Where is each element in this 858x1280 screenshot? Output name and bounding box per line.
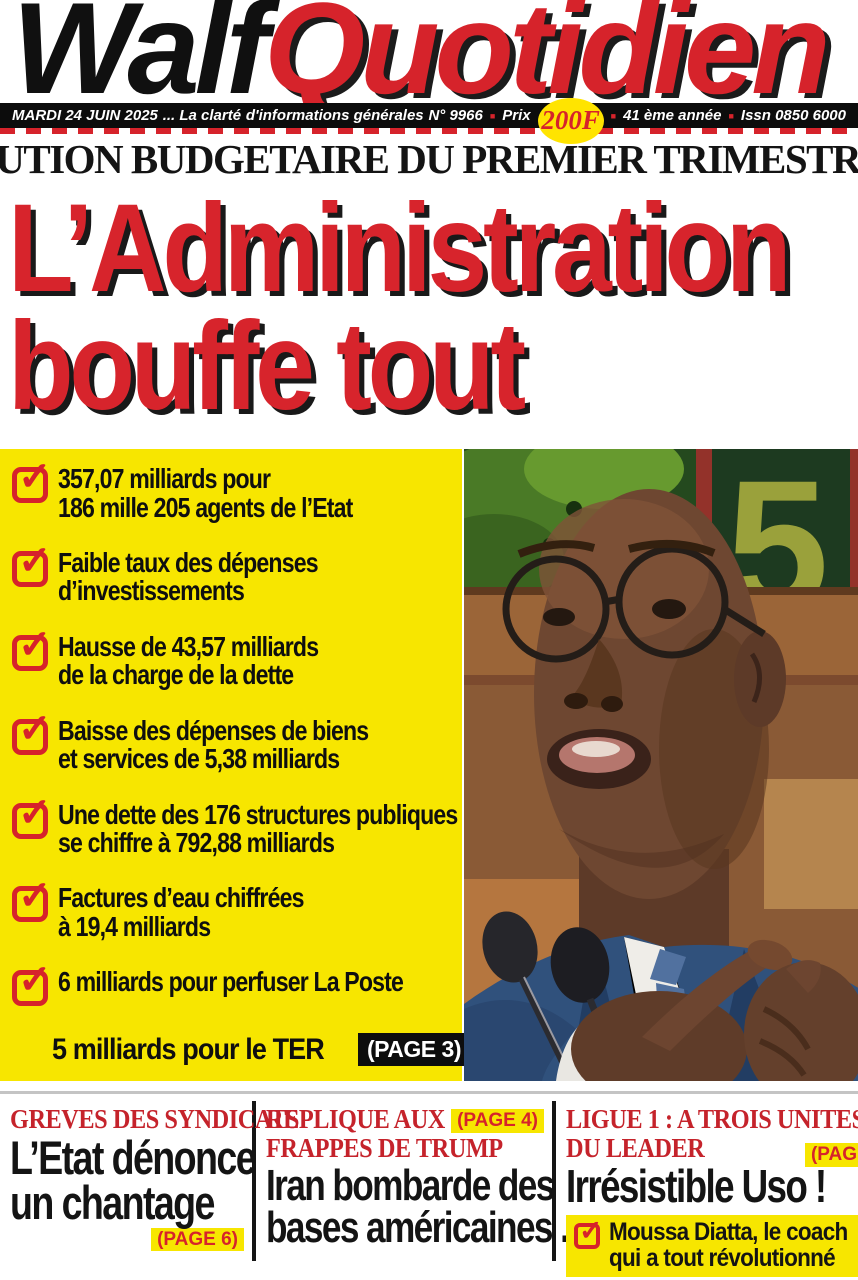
hands [571,939,858,1081]
top-story-kicker: EXECUTION BUDGETAIRE DU PREMIER TRIMESTR… [0,134,858,184]
logo-quotidien: Quotidien [264,0,831,121]
article-headline: un chantage [10,1175,215,1229]
sub-story-text: Moussa Diatta, le coach [609,1218,848,1246]
headline-line-2: bouffe tout [8,296,526,436]
kicker-text: REPLIQUE AUX [266,1104,445,1134]
check-icon: ✓ [574,1217,602,1249]
list-item: ✓ Une dette des 176 structures publiques… [12,793,458,858]
feature-section: ✓ 357,07 milliards pour 186 mille 205 ag… [0,449,858,1081]
red-dashed-divider [0,128,858,134]
check-icon: ✓ [12,793,52,839]
bottom-strip: GREVES DES SYNDICATS L’Etat dénonce un c… [0,1091,858,1277]
article-headline: Irrésistible Uso ! [566,1160,827,1213]
check-icon: ✓ [12,960,52,1007]
photo-illustration: 5 [464,449,858,1081]
bottom-article-iran: (PAGE 4) REPLIQUE AUX FRAPPES DE TRUMP I… [256,1101,586,1261]
issn-info: Issn 0850 6000 [740,107,846,124]
glasses [502,545,766,663]
sub-story-text: qui a tout révolutionné [609,1243,836,1272]
tagline-right: d'informations générales [245,107,424,124]
list-item: ✓ Hausse de 43,57 milliards de la charge… [12,625,454,690]
newspaper-logo: WalfQuotidien [12,0,831,117]
front-photo: 5 [464,449,858,1081]
check-icon: ✓ [12,709,52,755]
list-item: ✓ Faible taux des dépenses d’investissem… [12,541,454,606]
main-headline: L’Administration bouffe tout [0,179,858,436]
list-item: ✓ Factures d’eau chiffrées à 19,4 millia… [12,876,454,941]
headline-line-1: L’Administration [8,179,792,318]
list-item: ✓ 357,07 milliards pour 186 mille 205 ag… [12,457,454,522]
check-icon: ✓ [12,876,52,923]
list-item: ✓ 6 milliards pour perfuser La Poste [12,960,454,1007]
sub-story-box: ✓ Moussa Diatta, le coach qui a tout rév… [566,1215,858,1277]
article-headline: Iran bombarde des [266,1161,555,1211]
masthead-info-bar: MARDI 24 JUIN 2025 ... La clarté d'infor… [0,97,858,144]
price-label: Prix [502,107,531,124]
kicker-text: GREVES DES SYNDICATS [10,1104,299,1134]
check-icon: ✓ [12,541,52,587]
list-item: ✓ Baisse des dépenses de biens et servic… [12,709,454,774]
check-icon: ✓ [12,625,52,671]
kicker-text: DU LEADER [566,1133,705,1164]
edition-date: MARDI 24 JUIN 2025 [12,107,158,124]
kicker-text: LIGUE 1 : A TROIS UNITES [566,1104,858,1134]
ter-line-row: 5 milliards pour le TER (PAGE 3) [52,1032,470,1067]
page-ref-badge: (PAGE 4) [451,1109,544,1133]
kicker-text: FRAPPES DE TRUMP [266,1133,503,1164]
issue-info: N° 9966 ■ Prix 200F ■ 41 ème année ■ Iss… [428,93,846,144]
bottom-article-ligue1: (PAGE 6) LIGUE 1 : A TROIS UNITES DU LEA… [556,1101,858,1277]
page-ref-badge: (PAGE 6) [151,1228,244,1252]
logo-walf: Walf [12,0,269,121]
check-icon: ✓ [12,457,52,503]
masthead: WalfQuotidien MARDI 24 JUIN 2025 ... La … [0,0,858,144]
kicker-text: EXECUTION BUDGETAIRE DU PREMIER TRIMESTR… [0,136,858,182]
article-headline: L’Etat dénonce [10,1131,257,1185]
story-bullets-box: ✓ 357,07 milliards pour 186 mille 205 ag… [0,449,470,1081]
page-ref-badge: (PAGE 6) [804,1143,858,1167]
page-ref-badge: (PAGE 3) [358,1033,470,1067]
article-headline: bases américaines ... [266,1203,586,1253]
tagline-left: ... La clarté [162,107,242,124]
square-bullet-icon: ■ [728,110,734,121]
year-info: 41 ème année [623,107,722,124]
ter-line: 5 milliards pour le TER [52,1032,325,1066]
bottom-article-syndicats: GREVES DES SYNDICATS L’Etat dénonce un c… [0,1101,299,1261]
square-bullet-icon: ■ [489,110,496,121]
issue-number: N° 9966 [428,107,483,124]
square-bullet-icon: ■ [610,110,617,121]
price-badge: 200F [537,97,604,144]
